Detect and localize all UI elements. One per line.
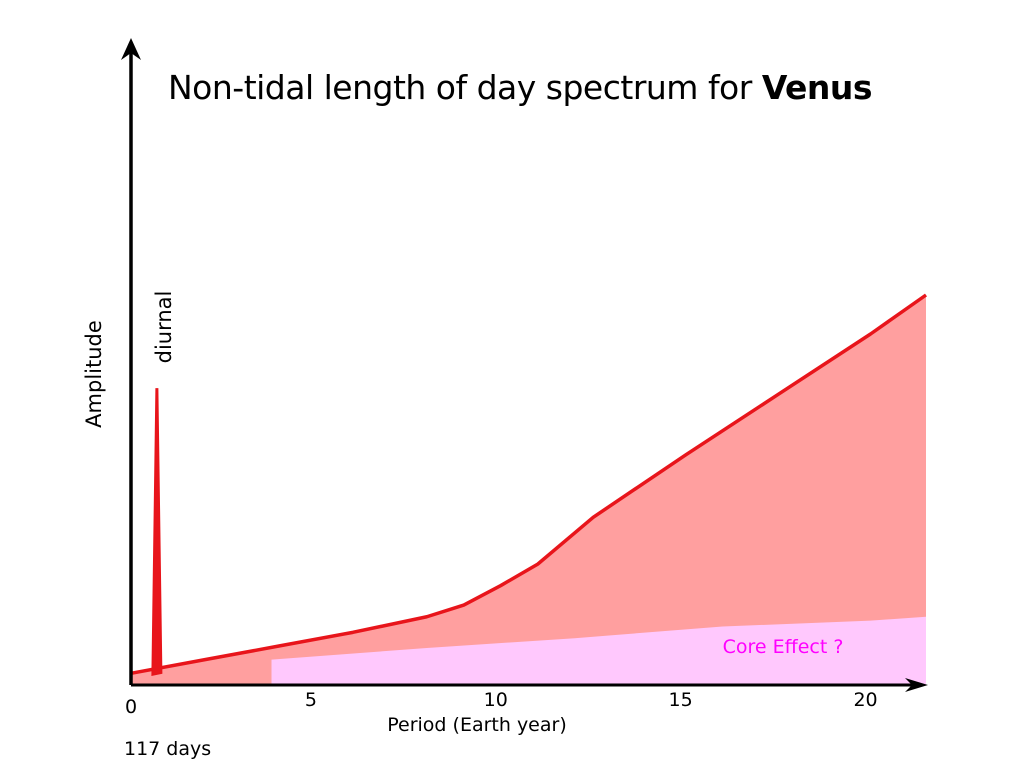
- core-effect-label: Core Effect ?: [723, 636, 844, 658]
- x-tick-label-10: 10: [484, 689, 508, 711]
- spectrum-fill: [131, 295, 926, 685]
- chart-title-planet: Venus: [761, 68, 873, 107]
- x-axis-label: Period (Earth year): [387, 714, 567, 736]
- y-axis-label: Amplitude: [82, 320, 106, 428]
- spectrum-line: [130, 293, 928, 676]
- diurnal-label: diurnal: [152, 291, 176, 364]
- x-tick-label-0: 0: [125, 696, 137, 718]
- chart-title: Non-tidal length of day spectrum for Ven…: [168, 68, 873, 107]
- x-tick-label-20: 20: [853, 689, 877, 711]
- diurnal-peak: [151, 388, 163, 676]
- chart-title-text: Non-tidal length of day spectrum for: [168, 68, 762, 107]
- x-tick-label-15: 15: [669, 689, 693, 711]
- y-axis-arrow: [121, 38, 141, 60]
- x-tick-label-5: 5: [305, 689, 317, 711]
- x-axis-arrow: [905, 678, 928, 692]
- core-effect-fill: [271, 616, 927, 685]
- origin-note: 117 days: [124, 738, 211, 760]
